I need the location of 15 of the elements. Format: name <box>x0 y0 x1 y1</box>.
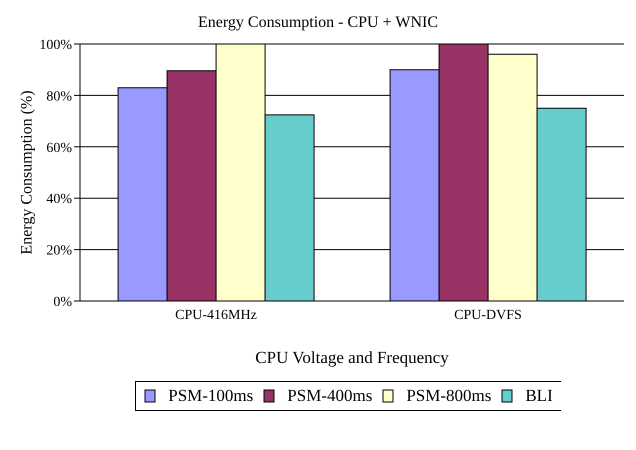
legend-label: PSM-800ms <box>406 386 492 406</box>
legend-label: BLI <box>525 386 553 406</box>
legend-label: PSM-100ms <box>168 386 254 406</box>
y-tick-label: 100% <box>39 38 72 53</box>
x-tick-label: CPU-DVFS <box>454 308 522 323</box>
y-tick-label: 80% <box>46 89 72 104</box>
x-axis-title: CPU Voltage and Frequency <box>255 348 450 367</box>
legend-label: PSM-400ms <box>287 386 372 406</box>
y-axis-title: Energy Consumption (%) <box>18 90 36 255</box>
y-tick-label: 20% <box>46 244 72 259</box>
y-tick-label: 0% <box>53 294 72 310</box>
y-tick-label: 60% <box>46 140 72 156</box>
x-tick-label: CPU-416MHz <box>175 308 257 323</box>
chart-title: Energy Consumption - CPU + WNIC <box>197 14 439 32</box>
y-tick-label: 40% <box>46 192 72 208</box>
